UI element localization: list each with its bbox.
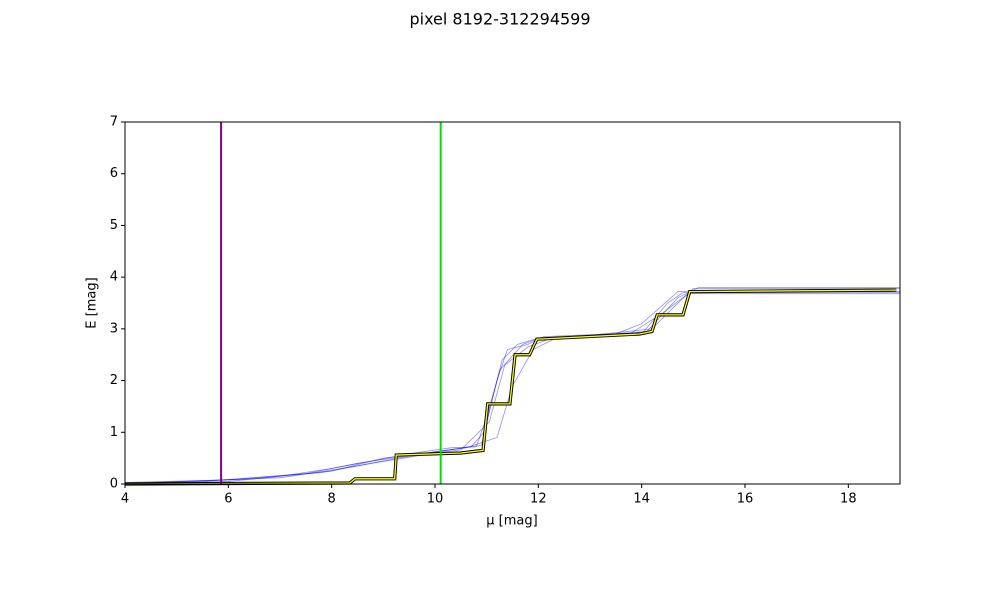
sample-line (124, 291, 900, 484)
y-tick-label: 1 (110, 425, 118, 440)
x-tick-label: 16 (737, 492, 754, 507)
y-tick-label: 3 (110, 321, 118, 336)
plot-frame (124, 121, 901, 485)
y-tick-label: 4 (110, 270, 118, 285)
sample-line (124, 288, 900, 485)
y-tick-label: 2 (110, 373, 118, 388)
sample-line (124, 287, 900, 483)
x-tick-label: 4 (121, 492, 129, 507)
x-tick-label: 18 (840, 492, 857, 507)
y-tick-label: 6 (110, 166, 118, 181)
y-tick-label: 0 (110, 477, 118, 492)
x-tick-label: 12 (530, 492, 547, 507)
y-axis-label: E [mag] (85, 277, 100, 328)
best-fit-outline (124, 288, 897, 486)
best-fit-line (124, 289, 897, 485)
y-tick-label: 7 (110, 115, 118, 130)
x-tick-label: 10 (427, 492, 444, 507)
x-tick-label: 14 (633, 492, 650, 507)
x-tick-label: 8 (328, 492, 336, 507)
x-axis-label: μ [mag] (486, 514, 537, 529)
chart-title: pixel 8192-312294599 (409, 10, 590, 29)
y-tick-label: 5 (110, 218, 118, 233)
x-tick-label: 6 (224, 492, 232, 507)
